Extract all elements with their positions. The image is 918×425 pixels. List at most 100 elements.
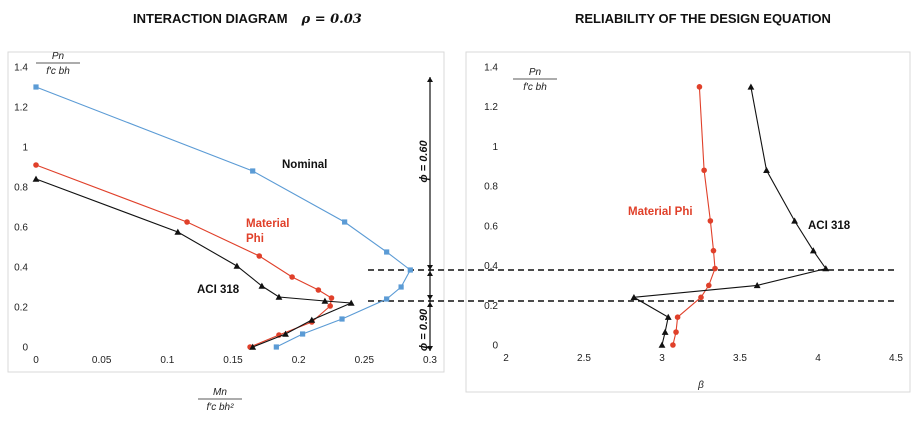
left-aci-318-point [32,175,40,182]
left-nominal-point [384,296,390,302]
left-aci-318-point [282,330,289,337]
phi-upper-arrow-bottom [427,265,433,270]
right-aci-318-point [658,341,666,348]
left-aci-318-label: ACI 318 [197,284,240,296]
right-material-phi-point [712,265,718,272]
right-y-tick-label: 1.4 [484,63,498,74]
left-material-phi-label-line1: Material [246,218,289,230]
right-x-tick-label: 2 [503,353,509,364]
right-x-label: β [697,380,704,391]
right-aci-318-point [664,313,672,320]
left-nominal-point [273,344,279,350]
left-chart-title: INTERACTION DIAGRAM ρ = 0.03 [133,11,362,27]
right-material-phi-point [707,218,714,224]
right-aci-318-point [763,166,770,173]
right-x-tick-label: 4.5 [889,353,903,364]
right-y-tick-label: 1 [492,142,498,153]
right-y-tick-label: 0.2 [484,301,498,312]
right-x-tick-label: 2.5 [577,353,591,364]
left-nominal-point [384,249,390,255]
left-nominal-point [250,168,256,174]
left-x-tick-label: 0.25 [355,355,375,366]
left-aci-318-point [258,282,266,289]
right-x-tick-label: 3 [659,353,665,364]
right-aci-318-point [822,265,830,272]
phi-lower-arrow-top [427,302,433,307]
left-nominal-point [33,84,39,90]
left-aci-318-point [275,293,283,300]
left-y-tick-label: 0.2 [14,303,28,314]
right-y-tick-label: 0.6 [484,221,498,232]
left-y-tick-label: 0.8 [14,183,28,194]
left-material-phi-point [315,287,322,293]
right-y-tick-label: 0 [492,341,498,352]
left-y-tick-label: 0.6 [14,223,28,234]
right-material-phi-line [672,86,716,346]
left-material-phi-point [289,274,295,280]
right-y-tick-label: 1.2 [484,102,498,113]
left-material-phi-point [33,162,39,168]
right-aci-318-point [791,217,798,224]
right-plot-area [465,51,911,393]
left-x-tick-label: 0.2 [292,355,306,366]
right-material-phi-point [673,329,679,335]
phi-upper-arrow-top [427,77,433,82]
right-aci-318-point [809,247,817,254]
phi-transition-arrow-top [427,271,433,276]
left-x-tick-label: 0.15 [223,355,243,366]
right-material-phi-point [670,342,676,348]
left-x-label-numerator: Mn [213,387,227,398]
left-x-tick-label: 0 [33,355,39,366]
right-material-phi-point [706,282,712,289]
left-x-tick-label: 0.05 [92,355,112,366]
left-material-phi-point [328,295,335,301]
right-aci-318-point [661,328,669,335]
left-aci-318-line [35,178,352,348]
left-y-label-denominator: f′c bh [46,66,70,77]
left-aci-318-point [321,297,329,304]
left-plot-area [7,51,445,373]
left-nominal-line [35,86,412,348]
left-aci-318-point [308,316,316,323]
right-x-tick-label: 3.5 [733,353,747,364]
left-nominal-point [398,284,404,290]
left-aci-318-point [174,228,182,235]
left-y-tick-label: 1.2 [14,103,28,114]
right-material-phi-point [696,84,703,90]
phi-upper-label: ϕ = 0.60 [418,139,430,182]
left-y-tick-label: 0 [22,343,28,354]
right-x-tick-label: 4 [815,353,821,364]
right-aci-318-label: ACI 318 [808,220,851,232]
right-y-label-denominator: f′c bh [523,82,547,93]
left-material-phi-point [327,303,333,309]
right-y-label-numerator: Pn [529,67,542,78]
left-y-tick-label: 0.4 [14,263,28,274]
right-material-phi-point [674,314,681,321]
left-material-phi-point [184,219,190,225]
right-y-tick-label: 0.4 [484,261,498,272]
left-y-label-numerator: Pn [52,51,65,62]
right-chart-title: RELIABILITY OF THE DESIGN EQUATION [575,11,831,26]
left-nominal-point [339,316,345,322]
left-x-tick-label: 0.3 [423,355,437,366]
left-nominal-label: Nominal [282,159,327,171]
phi-transition-arrow-bottom [427,295,433,300]
right-y-tick-label: 0.8 [484,182,498,193]
left-material-phi-point [256,253,263,259]
left-material-phi-label-line2: Phi [246,233,264,245]
rho-parameter: ρ = 0.03 [301,12,362,27]
left-y-tick-label: 1.4 [14,63,28,74]
right-aci-318-point [753,282,761,289]
left-aci-318-point [233,262,241,269]
left-x-tick-label: 0.1 [160,355,174,366]
left-y-tick-label: 1 [22,143,28,154]
left-nominal-point [407,267,413,273]
right-aci-318-line [632,86,827,346]
right-material-phi-point [698,294,704,301]
phi-lower-arrow-bottom [427,346,433,351]
phi-lower-label: ϕ = 0.90 [418,308,430,351]
left-aci-318-point [347,299,355,306]
right-material-phi-point [701,167,707,174]
right-aci-318-point [630,293,638,301]
